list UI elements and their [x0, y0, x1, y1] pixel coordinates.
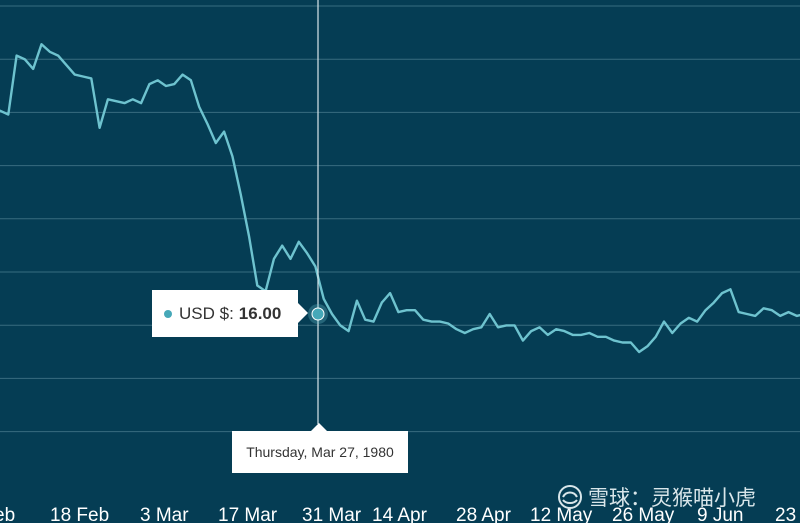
highlight-marker[interactable]: [311, 307, 325, 321]
series-line-usd[interactable]: [0, 43, 800, 354]
grid: [0, 5, 800, 433]
x-tick-label: 31 Mar: [302, 505, 362, 523]
x-tick-label: 14 Apr: [372, 505, 428, 523]
watermark: 雪球：灵猴喵小虎: [556, 482, 756, 512]
x-tick-label: 17 Mar: [218, 505, 278, 523]
tooltip-date: Thursday, Mar 27, 1980: [246, 444, 394, 460]
x-tick-label: 18 Feb: [50, 505, 109, 523]
x-tick-label: 23: [775, 505, 796, 523]
legend-dot-icon: [164, 309, 172, 318]
x-tick-label: 9 Jun: [697, 505, 743, 523]
x-tick-label: eb: [0, 505, 15, 523]
snowball-logo-icon: [558, 485, 582, 509]
x-tick-label: 26 May: [612, 505, 675, 523]
tooltip-series-label: USD $:: [179, 303, 234, 323]
watermark-text: 雪球：灵猴喵小虎: [588, 486, 756, 510]
x-tick-label: 12 May: [530, 505, 593, 523]
x-tick-label: 28 Apr: [456, 505, 512, 523]
value-tooltip: USD $: 16.00: [152, 290, 308, 337]
date-tooltip: Thursday, Mar 27, 1980: [232, 423, 408, 473]
x-axis-tick-labels: eb 18 Feb 3 Mar 17 Mar 31 Mar 14 Apr 28 Apr 12 …: [0, 505, 796, 523]
tooltip-value: 16.00: [238, 303, 282, 323]
x-tick-label: 3 Mar: [140, 505, 189, 523]
